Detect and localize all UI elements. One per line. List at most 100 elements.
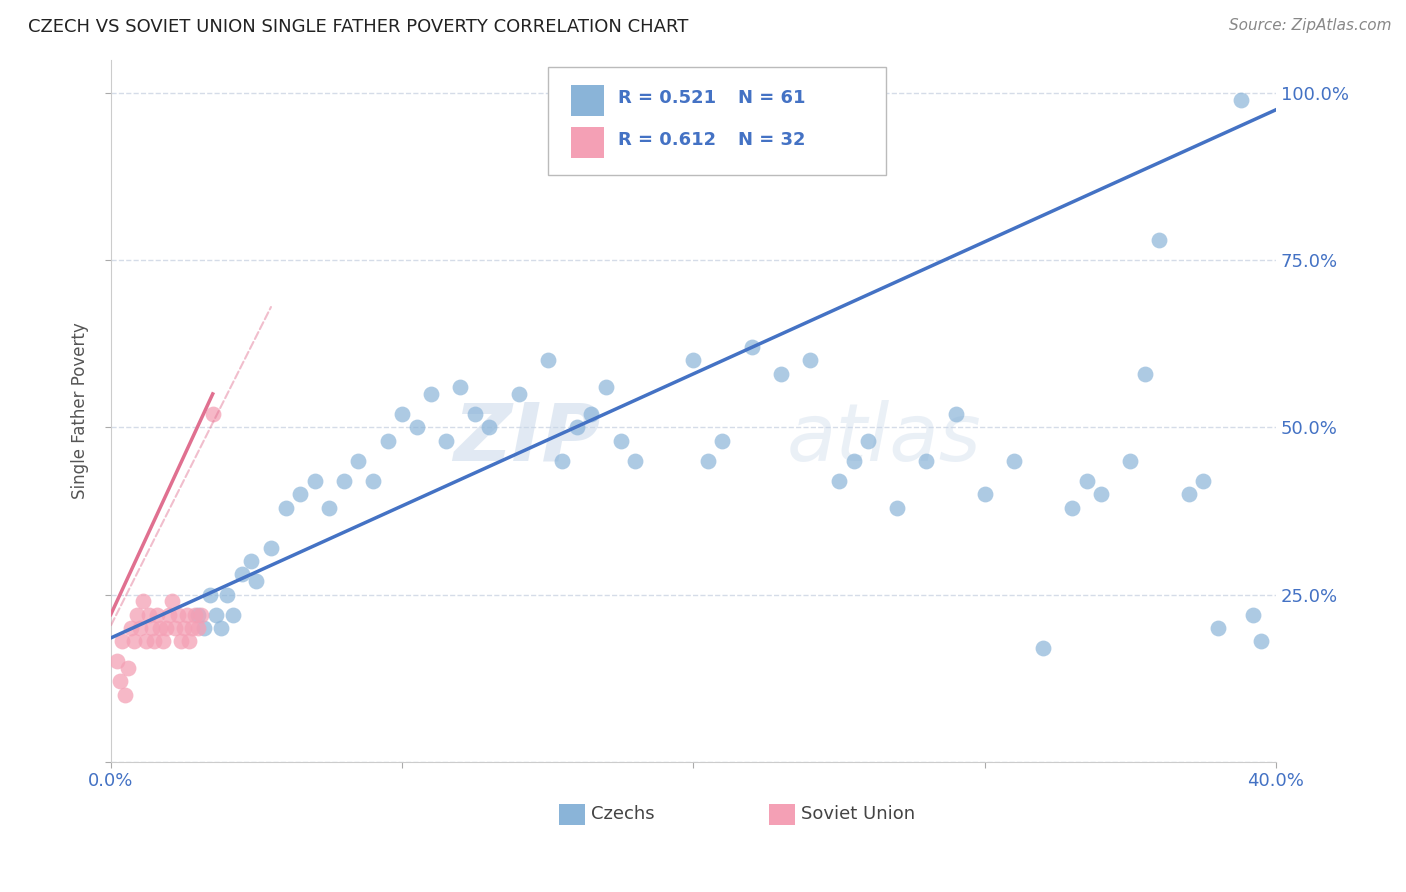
- Point: [120, 621, 142, 635]
- Point: [581, 407, 603, 421]
- Point: [1133, 367, 1156, 381]
- Point: [304, 474, 326, 488]
- Text: R = 0.521: R = 0.521: [617, 89, 716, 107]
- Text: ZIP: ZIP: [453, 400, 600, 478]
- Point: [211, 621, 233, 635]
- Point: [176, 607, 198, 622]
- FancyBboxPatch shape: [769, 804, 794, 825]
- Point: [170, 634, 193, 648]
- Point: [347, 454, 370, 468]
- Point: [464, 407, 486, 421]
- Point: [973, 487, 995, 501]
- Point: [1192, 474, 1215, 488]
- Point: [157, 607, 180, 622]
- Point: [217, 587, 239, 601]
- Point: [449, 380, 471, 394]
- Point: [105, 654, 128, 668]
- Text: N = 32: N = 32: [738, 131, 806, 149]
- Point: [135, 634, 157, 648]
- FancyBboxPatch shape: [571, 85, 603, 116]
- Point: [231, 567, 253, 582]
- Point: [1250, 634, 1272, 648]
- Point: [842, 454, 865, 468]
- Point: [190, 607, 212, 622]
- Point: [711, 434, 734, 448]
- Point: [799, 353, 821, 368]
- Point: [405, 420, 427, 434]
- Point: [318, 500, 340, 515]
- Point: [245, 574, 267, 588]
- Point: [478, 420, 501, 434]
- Text: atlas: atlas: [786, 400, 981, 478]
- Point: [624, 454, 647, 468]
- Point: [155, 621, 177, 635]
- Point: [1076, 474, 1098, 488]
- Point: [108, 674, 131, 689]
- Point: [152, 634, 174, 648]
- Point: [187, 621, 209, 635]
- Point: [1149, 233, 1171, 247]
- Point: [915, 454, 938, 468]
- Point: [166, 607, 188, 622]
- Point: [361, 474, 384, 488]
- Point: [179, 634, 201, 648]
- Point: [682, 353, 704, 368]
- Y-axis label: Single Father Poverty: Single Father Poverty: [72, 322, 89, 499]
- Point: [551, 454, 574, 468]
- Point: [769, 367, 792, 381]
- Point: [260, 541, 283, 555]
- Point: [132, 594, 155, 608]
- Point: [508, 387, 530, 401]
- Point: [129, 621, 152, 635]
- Point: [274, 500, 297, 515]
- Point: [741, 340, 763, 354]
- Point: [856, 434, 879, 448]
- Point: [434, 434, 457, 448]
- Point: [595, 380, 617, 394]
- FancyBboxPatch shape: [560, 804, 585, 825]
- Point: [138, 607, 160, 622]
- Point: [143, 634, 166, 648]
- Point: [149, 621, 172, 635]
- Point: [184, 607, 207, 622]
- Point: [181, 621, 204, 635]
- Point: [122, 634, 145, 648]
- Point: [163, 621, 186, 635]
- Point: [1002, 454, 1025, 468]
- Text: N = 61: N = 61: [738, 89, 806, 107]
- Point: [204, 607, 226, 622]
- Point: [945, 407, 967, 421]
- Point: [160, 594, 183, 608]
- Point: [1241, 607, 1264, 622]
- Point: [1230, 93, 1253, 107]
- Point: [886, 500, 908, 515]
- Point: [117, 661, 139, 675]
- Point: [111, 634, 134, 648]
- Point: [114, 688, 136, 702]
- Point: [609, 434, 631, 448]
- Text: Soviet Union: Soviet Union: [800, 805, 915, 823]
- Text: CZECH VS SOVIET UNION SINGLE FATHER POVERTY CORRELATION CHART: CZECH VS SOVIET UNION SINGLE FATHER POVE…: [28, 18, 689, 36]
- Point: [193, 621, 215, 635]
- Point: [1060, 500, 1083, 515]
- Point: [187, 607, 209, 622]
- Text: R = 0.612: R = 0.612: [617, 131, 716, 149]
- Point: [239, 554, 262, 568]
- Point: [146, 607, 169, 622]
- FancyBboxPatch shape: [548, 67, 886, 176]
- FancyBboxPatch shape: [571, 127, 603, 158]
- Point: [565, 420, 588, 434]
- Point: [333, 474, 356, 488]
- Text: Source: ZipAtlas.com: Source: ZipAtlas.com: [1229, 18, 1392, 33]
- Point: [697, 454, 720, 468]
- Point: [1032, 640, 1054, 655]
- Point: [198, 587, 221, 601]
- Point: [377, 434, 399, 448]
- Point: [173, 621, 195, 635]
- Text: Czechs: Czechs: [591, 805, 654, 823]
- Point: [288, 487, 311, 501]
- Point: [141, 621, 163, 635]
- Point: [828, 474, 851, 488]
- Point: [201, 407, 224, 421]
- Point: [1177, 487, 1199, 501]
